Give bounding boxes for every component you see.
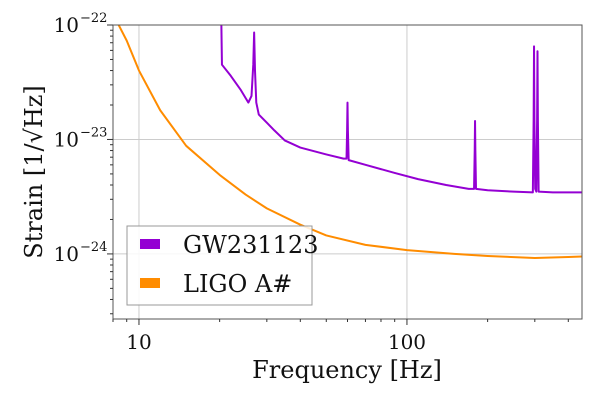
legend-swatch bbox=[140, 278, 160, 288]
y-tick-exponent: −23 bbox=[80, 125, 107, 140]
y-tick-label: 10 bbox=[54, 127, 79, 151]
y-tick-exponent: −24 bbox=[80, 240, 107, 255]
y-tick-base: 10 bbox=[54, 242, 79, 266]
y-tick-base: 10 bbox=[54, 13, 79, 37]
legend-swatch bbox=[140, 239, 160, 249]
legend: GW231123 LIGO A# bbox=[126, 225, 318, 306]
series-line-ligo-a- bbox=[117, 25, 582, 260]
x-axis-label: Frequency [Hz] bbox=[252, 356, 442, 384]
y-tick-base: 10 bbox=[54, 127, 79, 151]
series-layer bbox=[117, 25, 582, 260]
legend-label: GW231123 bbox=[183, 231, 318, 259]
y-tick-label: 10 bbox=[54, 242, 79, 266]
legend-label: LIGO A# bbox=[183, 270, 292, 298]
y-tick-exponent: −22 bbox=[80, 11, 107, 26]
x-tick-label: 100 bbox=[388, 330, 426, 354]
x-tick-label: 10 bbox=[126, 330, 151, 354]
x-axis-ticks: 10 100 bbox=[112, 319, 569, 354]
y-tick-label: 10 bbox=[54, 13, 79, 37]
series-line-gw231123 bbox=[220, 25, 582, 194]
y-axis-label: Strain [1/√Hz] bbox=[20, 85, 48, 259]
